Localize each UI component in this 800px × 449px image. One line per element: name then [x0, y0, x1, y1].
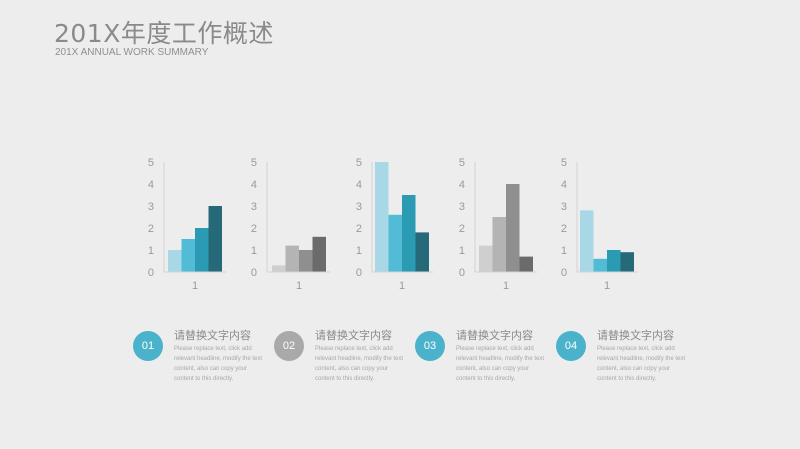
number-badge: 03 — [415, 331, 445, 361]
number-badge: 01 — [133, 331, 163, 361]
bar — [593, 258, 607, 272]
bar — [388, 214, 402, 272]
number-badge: 04 — [556, 331, 586, 361]
x-tick-label: 1 — [296, 280, 302, 292]
y-tick-label: 3 — [561, 201, 567, 213]
y-tick-label: 1 — [251, 245, 257, 257]
summary-item-04: 04 请替换文字内容 Please replace text, click ad… — [556, 327, 691, 397]
y-tick-label: 0 — [561, 267, 567, 279]
item-heading: 请替换文字内容 — [597, 329, 674, 342]
y-tick-label: 5 — [251, 157, 257, 169]
number-badge: 02 — [274, 331, 304, 361]
x-tick-label: 1 — [192, 280, 198, 292]
summary-item-03: 03 请替换文字内容 Please replace text, click ad… — [415, 327, 550, 397]
page-title: 201X年度工作概述 — [54, 19, 274, 48]
y-tick-label: 5 — [561, 157, 567, 169]
bar — [402, 195, 416, 272]
bar — [580, 210, 594, 272]
bar — [375, 162, 389, 272]
y-tick-label: 2 — [561, 223, 567, 235]
item-body-text: Please replace text, click add relevant … — [315, 346, 404, 382]
summary-item-02: 02 请替换文字内容 Please replace text, click ad… — [274, 327, 409, 397]
y-tick-label: 0 — [251, 267, 257, 279]
y-tick-label: 4 — [459, 179, 465, 191]
y-tick-label: 1 — [356, 245, 362, 257]
y-tick-label: 0 — [459, 267, 465, 279]
y-tick-label: 5 — [356, 157, 362, 169]
y-tick-label: 3 — [356, 201, 362, 213]
x-tick-label: 1 — [604, 280, 610, 292]
item-heading: 请替换文字内容 — [174, 329, 251, 342]
bar — [181, 239, 195, 272]
y-tick-label: 4 — [251, 179, 257, 191]
bar — [620, 252, 634, 272]
y-tick-label: 1 — [148, 245, 154, 257]
bar — [272, 265, 286, 272]
y-tick-label: 3 — [148, 201, 154, 213]
item-body-text: Please replace text, click add relevant … — [174, 346, 263, 382]
page-subtitle: 201X ANNUAL WORK SUMMARY — [55, 47, 209, 58]
y-tick-label: 5 — [148, 157, 154, 169]
bar — [607, 250, 621, 272]
bar — [168, 250, 182, 272]
item-heading: 请替换文字内容 — [315, 329, 392, 342]
bar — [492, 217, 506, 272]
y-tick-label: 2 — [148, 223, 154, 235]
item-body-text: Please replace text, click add relevant … — [597, 346, 686, 382]
y-tick-label: 1 — [561, 245, 567, 257]
y-tick-label: 3 — [251, 201, 257, 213]
y-tick-label: 2 — [356, 223, 362, 235]
item-body-text: Please replace text, click add relevant … — [456, 346, 545, 382]
bar — [285, 245, 299, 272]
y-tick-label: 4 — [561, 179, 567, 191]
y-tick-label: 2 — [459, 223, 465, 235]
y-tick-label: 2 — [251, 223, 257, 235]
y-tick-label: 0 — [356, 267, 362, 279]
x-tick-label: 1 — [503, 280, 509, 292]
y-tick-label: 5 — [459, 157, 465, 169]
bar — [519, 256, 533, 272]
bar — [208, 206, 222, 272]
bar — [479, 245, 493, 272]
bar — [312, 236, 326, 272]
bar — [415, 232, 429, 272]
y-tick-label: 4 — [356, 179, 362, 191]
y-tick-label: 1 — [459, 245, 465, 257]
x-tick-label: 1 — [399, 280, 405, 292]
bar — [195, 228, 209, 272]
bar — [299, 250, 313, 272]
bar — [506, 184, 520, 272]
y-tick-label: 0 — [148, 267, 154, 279]
item-heading: 请替换文字内容 — [456, 329, 533, 342]
summary-item-01: 01 请替换文字内容 Please replace text, click ad… — [133, 327, 268, 397]
y-tick-label: 4 — [148, 179, 154, 191]
y-tick-label: 3 — [459, 201, 465, 213]
